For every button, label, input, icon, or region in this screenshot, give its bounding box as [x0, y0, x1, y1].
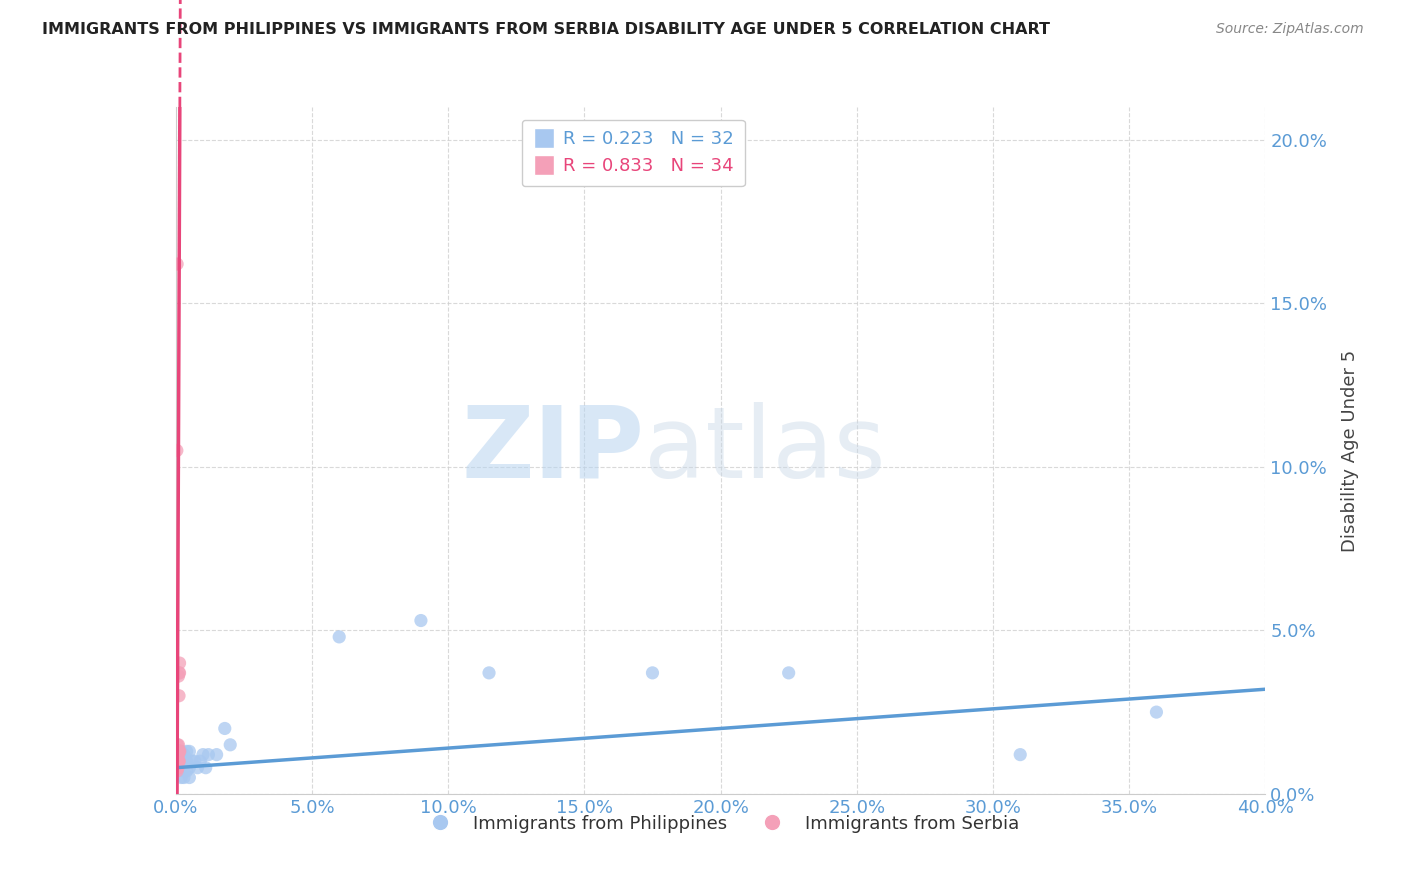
Point	[173, 771, 195, 785]
Point	[1010, 747, 1032, 762]
Legend: Immigrants from Philippines, Immigrants from Serbia: Immigrants from Philippines, Immigrants …	[415, 807, 1026, 839]
Point	[176, 744, 198, 758]
Point	[166, 443, 188, 458]
Point	[166, 257, 188, 271]
Point	[194, 761, 217, 775]
Point	[166, 764, 188, 778]
Point	[176, 764, 198, 778]
Point	[167, 754, 190, 768]
Point	[170, 744, 193, 758]
Point	[167, 754, 190, 768]
Point	[173, 747, 195, 762]
Point	[166, 754, 188, 768]
Point	[166, 754, 188, 768]
Point	[191, 747, 214, 762]
Point	[179, 761, 201, 775]
Point	[170, 761, 193, 775]
Point	[169, 656, 191, 670]
Point	[166, 761, 188, 775]
Point	[166, 754, 188, 768]
Point	[167, 744, 190, 758]
Point	[170, 771, 193, 785]
Point	[166, 761, 188, 775]
Point	[478, 665, 501, 680]
Point	[169, 665, 191, 680]
Point	[167, 754, 190, 768]
Point	[179, 744, 201, 758]
Point	[176, 754, 198, 768]
Point	[181, 754, 204, 768]
Point	[167, 744, 190, 758]
Point	[166, 754, 188, 768]
Point	[409, 614, 432, 628]
Point	[1144, 705, 1167, 719]
Point	[167, 761, 190, 775]
Point	[641, 665, 664, 680]
Point	[173, 764, 195, 778]
Point	[179, 771, 201, 785]
Point	[173, 757, 195, 772]
Point	[169, 744, 191, 758]
Point	[167, 738, 190, 752]
Point	[169, 754, 191, 768]
Point	[186, 761, 209, 775]
Point	[166, 744, 188, 758]
Point	[166, 747, 188, 762]
Point	[214, 722, 236, 736]
Text: IMMIGRANTS FROM PHILIPPINES VS IMMIGRANTS FROM SERBIA DISABILITY AGE UNDER 5 COR: IMMIGRANTS FROM PHILIPPINES VS IMMIGRANT…	[42, 22, 1050, 37]
Point	[167, 665, 190, 680]
Point	[166, 747, 188, 762]
Point	[197, 747, 219, 762]
Point	[328, 630, 350, 644]
Point	[166, 747, 188, 762]
Text: atlas: atlas	[644, 402, 886, 499]
Point	[167, 747, 190, 762]
Point	[167, 761, 190, 775]
Point	[167, 669, 190, 683]
Point	[166, 744, 188, 758]
Y-axis label: Disability Age Under 5: Disability Age Under 5	[1341, 350, 1360, 551]
Point	[184, 754, 207, 768]
Point	[219, 738, 242, 752]
Point	[166, 754, 188, 768]
Point	[167, 744, 190, 758]
Point	[167, 754, 190, 768]
Point	[166, 761, 188, 775]
Point	[166, 761, 188, 775]
Text: Source: ZipAtlas.com: Source: ZipAtlas.com	[1216, 22, 1364, 37]
Point	[205, 747, 228, 762]
Point	[167, 754, 190, 768]
Point	[169, 744, 191, 758]
Point	[170, 754, 193, 768]
Text: ZIP: ZIP	[461, 402, 644, 499]
Point	[167, 744, 190, 758]
Point	[166, 738, 188, 752]
Point	[188, 754, 211, 768]
Point	[167, 689, 190, 703]
Point	[778, 665, 800, 680]
